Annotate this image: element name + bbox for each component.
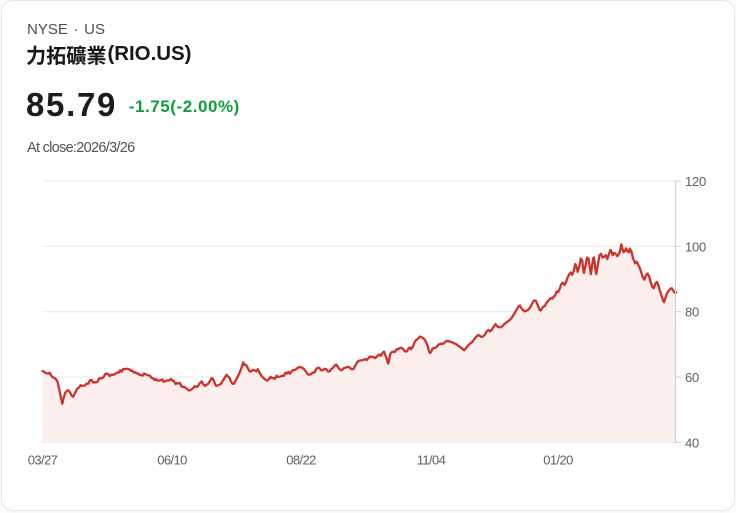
svg-text:100: 100 <box>685 239 706 254</box>
svg-text:40: 40 <box>685 435 699 450</box>
svg-text:06/10: 06/10 <box>157 453 187 468</box>
svg-text:03/27: 03/27 <box>28 453 58 468</box>
svg-text:11/04: 11/04 <box>417 453 446 468</box>
svg-text:120: 120 <box>685 174 706 189</box>
svg-text:80: 80 <box>685 305 699 320</box>
svg-text:01/20: 01/20 <box>543 453 573 468</box>
svg-text:08/22: 08/22 <box>286 453 316 468</box>
svg-text:60: 60 <box>685 370 699 385</box>
